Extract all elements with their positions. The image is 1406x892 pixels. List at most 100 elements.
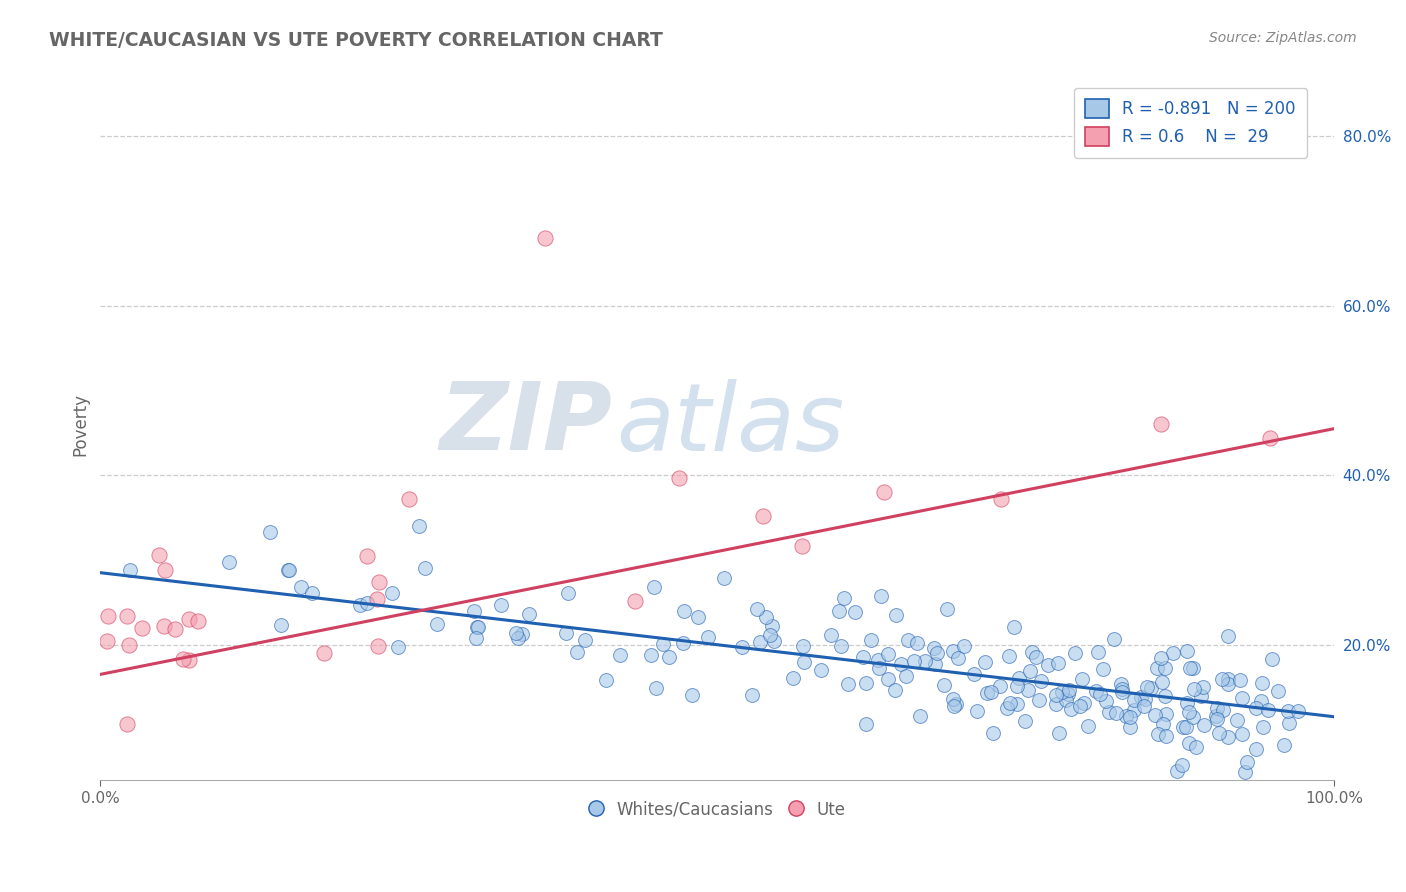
Point [1111,684,1133,698]
Point [1017,682,1039,697]
Point [934,678,956,692]
Point [1008,671,1031,685]
Point [118,638,141,652]
Point [1047,726,1070,740]
Point [1071,672,1094,686]
Point [1189,690,1212,704]
Point [870,590,893,604]
Point [1156,707,1178,722]
Point [640,648,662,662]
Point [1253,720,1275,734]
Point [1258,431,1281,445]
Point [1211,673,1233,687]
Point [790,539,813,553]
Point [713,571,735,585]
Point [290,580,312,594]
Point [752,508,775,523]
Point [1216,730,1239,744]
Point [1153,689,1175,703]
Point [1002,620,1025,634]
Point [755,610,778,624]
Point [810,663,832,677]
Point [671,635,693,649]
Point [153,563,176,577]
Point [943,699,966,714]
Point [922,640,945,655]
Point [1267,683,1289,698]
Point [381,586,404,600]
Point [681,688,703,702]
Point [976,685,998,699]
Point [1261,652,1284,666]
Point [356,596,378,610]
Point [1054,693,1077,707]
Point [942,691,965,706]
Point [349,598,371,612]
Point [1181,660,1204,674]
Point [1257,703,1279,717]
Point [1144,707,1167,722]
Point [278,563,301,577]
Point [963,667,986,681]
Point [467,620,489,634]
Point [1178,661,1201,675]
Point [1171,757,1194,772]
Point [855,675,877,690]
Point [1206,700,1229,714]
Point [387,640,409,655]
Point [408,519,430,533]
Point [837,676,859,690]
Point [914,654,936,668]
Point [1046,657,1069,671]
Point [1122,703,1144,717]
Point [782,671,804,685]
Point [1119,710,1142,724]
Point [988,679,1011,693]
Point [877,672,900,686]
Point [367,639,389,653]
Point [820,628,842,642]
Point [218,555,240,569]
Point [1277,704,1299,718]
Point [1173,720,1195,734]
Point [1105,706,1128,721]
Point [1059,702,1081,716]
Point [1085,683,1108,698]
Point [467,620,489,634]
Point [118,563,141,577]
Point [1115,708,1137,723]
Point [270,618,292,632]
Point [1119,720,1142,734]
Point [1087,645,1109,659]
Point [1166,764,1188,779]
Point [179,612,201,626]
Point [908,709,931,723]
Point [555,625,578,640]
Point [1050,685,1073,699]
Point [884,607,907,622]
Point [1185,739,1208,754]
Point [115,609,138,624]
Point [1205,709,1227,723]
Point [1029,674,1052,689]
Point [905,635,928,649]
Point [1122,692,1144,706]
Point [1250,694,1272,708]
Point [1226,713,1249,727]
Point [953,639,976,653]
Point [1036,658,1059,673]
Point [1175,644,1198,658]
Point [1192,681,1215,695]
Point [995,701,1018,715]
Point [567,645,589,659]
Point [673,604,696,618]
Point [1133,699,1156,714]
Point [903,654,925,668]
Point [925,646,948,660]
Point [1140,681,1163,695]
Point [1206,712,1229,726]
Point [1230,727,1253,741]
Point [1150,417,1173,432]
Point [1175,696,1198,710]
Point [763,634,786,648]
